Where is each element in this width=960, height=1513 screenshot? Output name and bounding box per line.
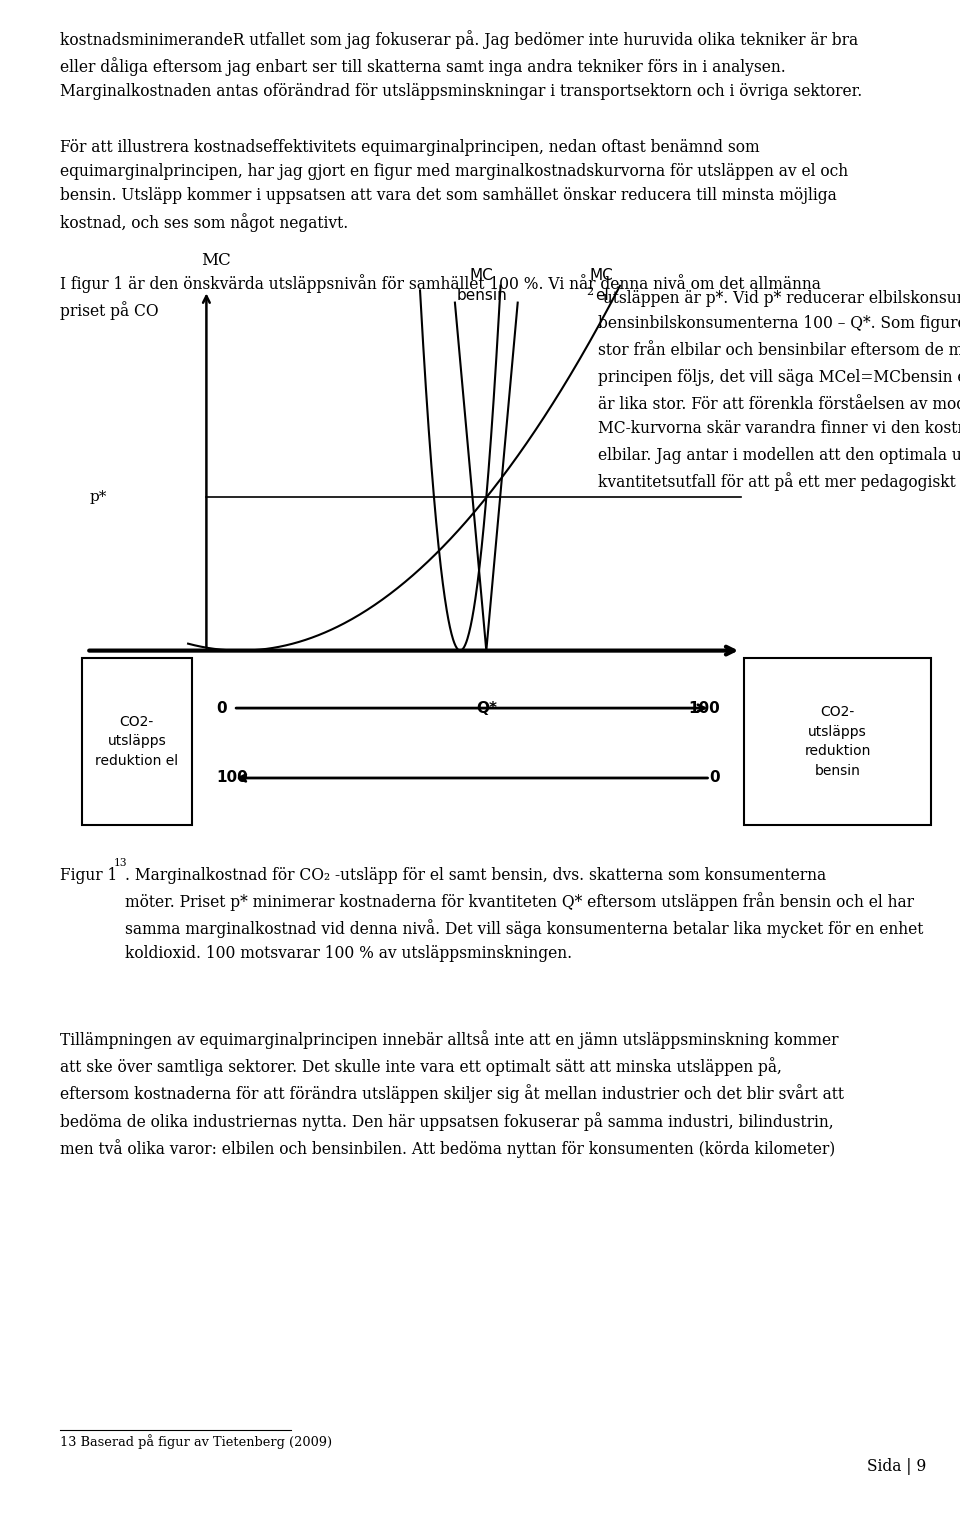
Text: utsläppen är p*. Vid p* reducerar elbilskonsumenterna utsläppen upp till Q* och
: utsläppen är p*. Vid p* reducerar elbils… [598,290,960,492]
Text: 100: 100 [216,770,248,785]
Text: 0: 0 [709,770,720,785]
Text: kostnadsminimerandeR utfallet som jag fokuserar på. Jag bedömer inte huruvida ol: kostnadsminimerandeR utfallet som jag fo… [60,30,863,100]
Bar [82,658,192,825]
Text: Q*: Q* [476,701,497,716]
Text: Tillämpningen av equimarginalprincipen innebär alltså inte att en jämn utsläppsm: Tillämpningen av equimarginalprincipen i… [60,1030,845,1157]
Text: 0: 0 [216,701,227,716]
Text: För att illustrera kostnadseffektivitets equimarginalprincipen, nedan oftast ben: För att illustrera kostnadseffektivitets… [60,139,849,231]
Text: CO2-
utsläpps
reduktion el: CO2- utsläpps reduktion el [95,714,179,769]
Text: 2: 2 [587,287,593,297]
Text: bensin: bensin [456,287,507,303]
Text: el: el [594,287,609,303]
Text: 100: 100 [688,701,720,716]
Text: I figur 1 är den önskvärda utsläppsnivån för samhället 100 %. Vi når denna nivå : I figur 1 är den önskvärda utsläppsnivån… [60,274,822,319]
Text: . Marginalkostnad för CO₂ -utsläpp för el samt bensin, dvs. skatterna som konsum: . Marginalkostnad för CO₂ -utsläpp för e… [125,867,924,962]
Bar [744,658,931,825]
Text: CO2-
utsläpps
reduktion
bensin: CO2- utsläpps reduktion bensin [804,705,871,778]
Text: Sida | 9: Sida | 9 [867,1459,926,1475]
Text: MC: MC [589,268,613,283]
Text: 13: 13 [113,858,127,868]
Text: Figur 1: Figur 1 [60,867,118,884]
Text: 13 Baserad på figur av Tietenberg (2009): 13 Baserad på figur av Tietenberg (2009) [60,1434,332,1449]
Text: MC: MC [202,253,231,269]
Text: MC: MC [469,268,493,283]
Text: p*: p* [89,490,107,504]
